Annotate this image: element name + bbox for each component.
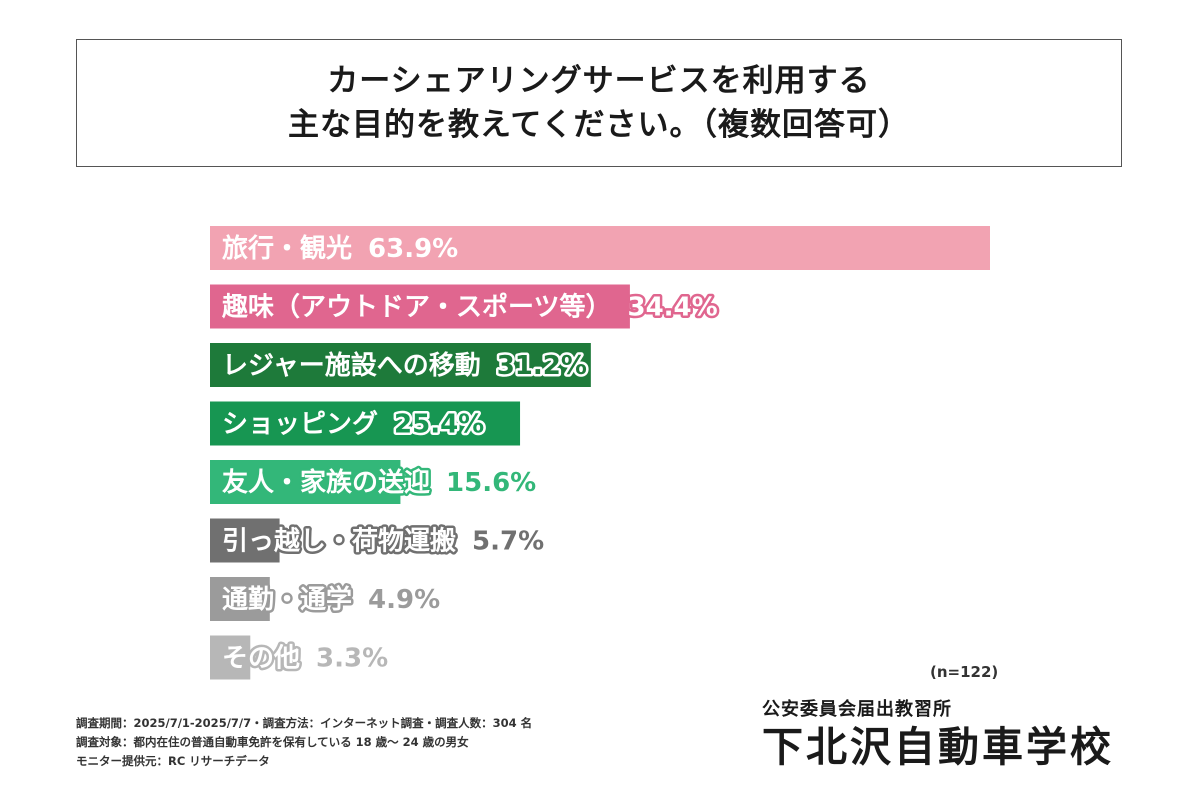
bar-3 [210,401,521,446]
footnote-survey-period: 調査期間：2025/7/1-2025/7/7・調査方法：インターネット調査・調査… [76,716,533,730]
value-label-1: 34.4% [627,293,717,323]
value-label-0: 63.9% [368,234,458,264]
footnotes: 調査期間：2025/7/1-2025/7/7・調査方法：インターネット調査・調査… [76,714,532,771]
bar-label-6: 通勤・通学 4.9% [222,584,440,615]
category-label-4: 友人・家族の送迎 [222,467,430,498]
bar-label-0: 旅行・観光 63.9% [222,233,458,264]
school-subtitle: 公安委員会届出教習所 [762,699,952,720]
sample-size: (n=122) [930,663,999,681]
school-logo: 公安委員会届出教習所 下北沢自動車学校 [762,698,1114,772]
category-label-7: その他 [222,644,300,674]
category-label-3: ショッピング [222,410,378,440]
school-name: 下北沢自動車学校 [762,723,1114,771]
value-label-7: 3.3% [316,644,388,674]
bar-label-2: レジャー施設への移動 31.2% [222,350,587,381]
value-label-3: 25.4% [394,410,484,440]
bar-label-7: その他 3.3% [222,644,388,674]
category-label-1: 趣味（アウトドア・スポーツ等） [221,292,611,323]
category-label-0: 旅行・観光 [222,233,352,264]
category-label-5: 引っ越し・荷物運搬 [222,526,456,557]
value-label-6: 4.9% [368,585,440,615]
bar-4 [210,460,401,504]
value-label-5: 5.7% [472,527,544,557]
value-label-4: 15.6% [446,468,536,498]
bar-1 [210,284,630,329]
value-label-2: 31.2% [497,351,587,381]
bar-6 [210,577,270,621]
bar-label-5: 引っ越し・荷物運搬 5.7% [222,526,544,557]
bar-label-1: 趣味（アウトドア・スポーツ等） 34.4% [221,292,718,323]
bar-0 [210,226,990,270]
bar-5 [210,518,280,563]
bar-label-3: ショッピング 25.4% [222,410,484,440]
bar-7 [210,635,251,680]
bar-chart: 旅行・観光 63.9% 趣味（アウトドア・スポーツ等） 34.4% レジャー施設への移動… [210,226,990,680]
bar-label-4: 友人・家族の送迎 15.6% [222,467,536,498]
chart-title-line-2: 主な目的を教えてください。（複数回答可） [287,107,911,143]
category-label-2: レジャー施設への移動 [222,350,481,381]
title-box: カーシェアリングサービスを利用する 主な目的を教えてください。（複数回答可） [76,39,1122,167]
footnote-monitor-source: モニター提供元：RC リサーチデータ [76,754,270,768]
chart-title-line-1: カーシェアリングサービスを利用する [327,63,871,99]
category-label-6: 通勤・通学 [222,584,352,615]
bar-2 [210,343,591,387]
footnote-survey-target: 調査対象：都内在住の普通自動車免許を保有している 18 歳～ 24 歳の男女 [76,735,469,749]
